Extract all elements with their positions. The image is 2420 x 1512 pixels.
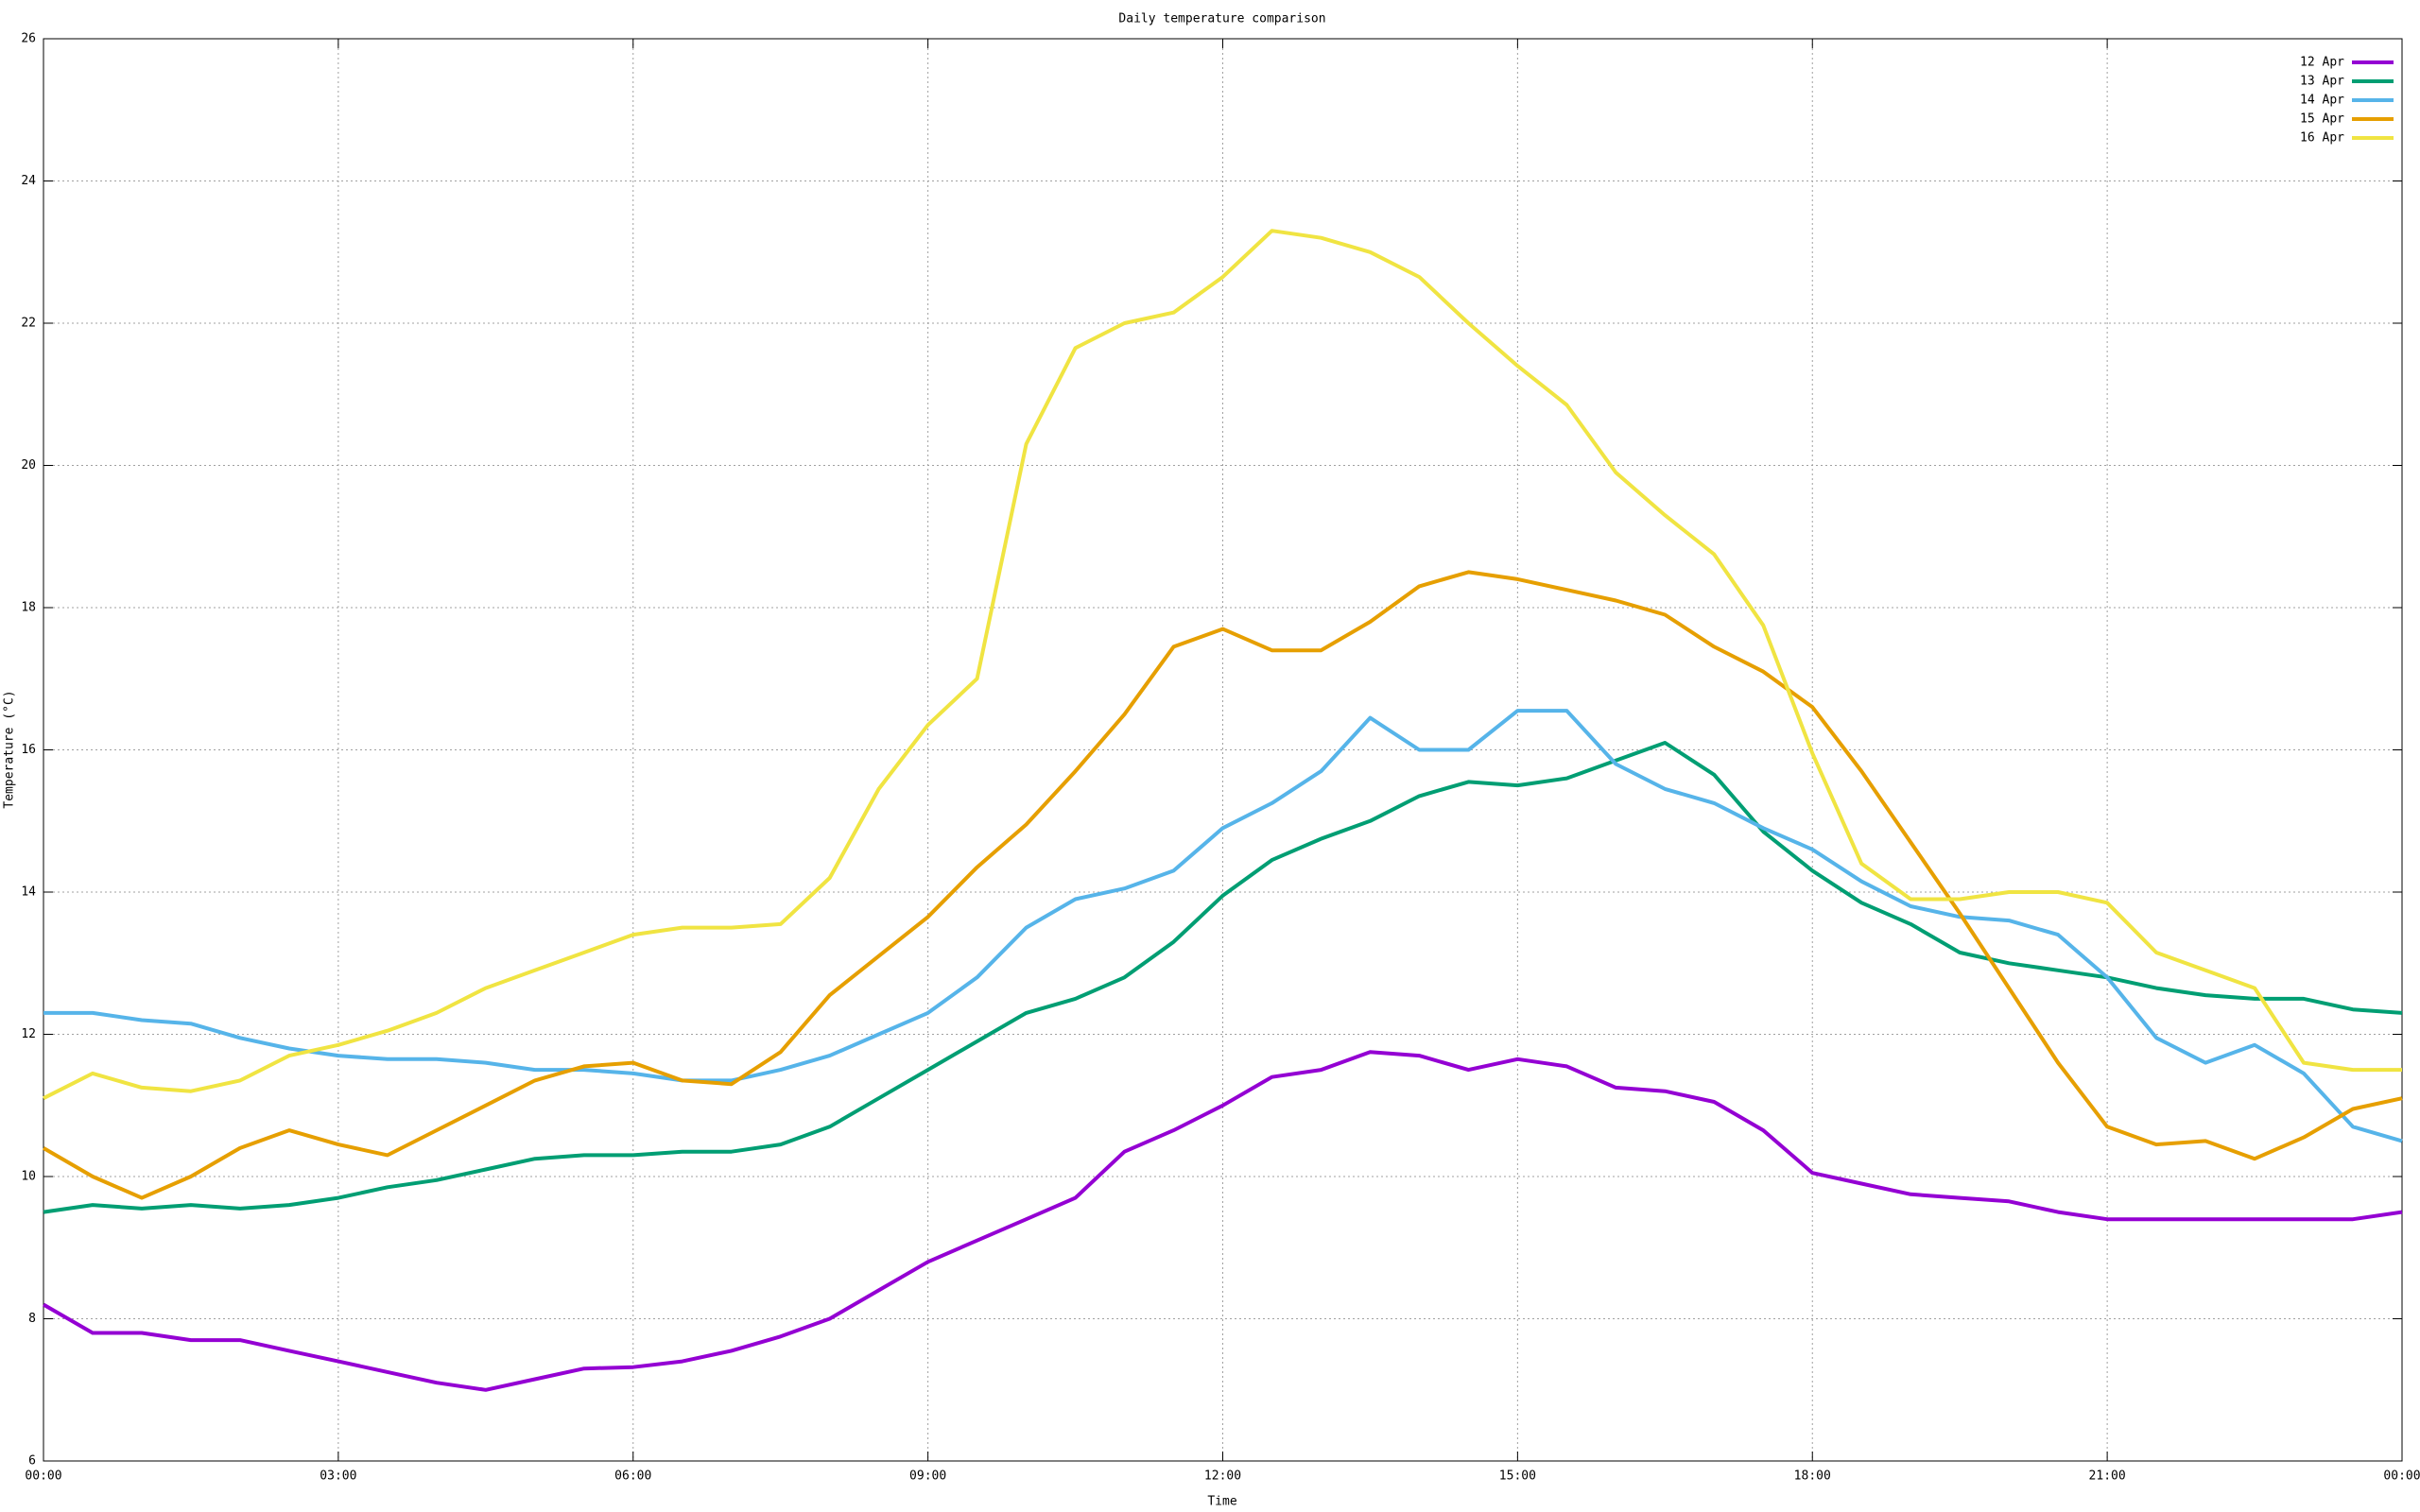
- x-tick-label: 09:00: [909, 1469, 946, 1484]
- y-tick-label: 20: [21, 458, 36, 472]
- chart-title: Daily temperature comparison: [1118, 12, 1325, 26]
- series-line: [43, 229, 2402, 1100]
- y-tick-label: 6: [28, 1454, 36, 1469]
- y-tick-label: 26: [21, 32, 36, 46]
- legend-label: 16 Apr: [2300, 131, 2344, 146]
- plot-border: [43, 38, 2403, 1462]
- y-tick-label: 18: [21, 601, 36, 615]
- y-tick-label: 14: [21, 885, 36, 900]
- x-tick-label: 03:00: [320, 1469, 356, 1484]
- y-tick-label: 8: [28, 1312, 36, 1326]
- series-line: [43, 1050, 2403, 1392]
- series-line: [42, 570, 2403, 1200]
- x-tick-label: 15:00: [1499, 1469, 1536, 1484]
- x-tick-label: 21:00: [2089, 1469, 2126, 1484]
- series-line: [43, 709, 2403, 1143]
- y-tick-label: 24: [21, 174, 36, 188]
- legend-label: 14 Apr: [2300, 94, 2344, 108]
- legend-label: 13 Apr: [2300, 75, 2344, 89]
- y-tick-label: 22: [21, 317, 36, 331]
- x-axis-label: Time: [1207, 1495, 1236, 1509]
- x-tick-label: 00:00: [25, 1469, 61, 1484]
- series-line: [43, 741, 2403, 1214]
- x-tick-label: 18:00: [1794, 1469, 1831, 1484]
- legend-label: 15 Apr: [2300, 112, 2344, 127]
- y-tick-label: 16: [21, 743, 36, 757]
- x-tick-label: 12:00: [1204, 1469, 1241, 1484]
- x-tick-label: 00:00: [2383, 1469, 2420, 1484]
- y-tick-label: 10: [21, 1170, 36, 1184]
- legend-label: 12 Apr: [2300, 56, 2344, 70]
- x-tick-label: 06:00: [614, 1469, 651, 1484]
- y-axis-label: Temperature (°C): [3, 690, 17, 808]
- y-tick-label: 12: [21, 1027, 36, 1041]
